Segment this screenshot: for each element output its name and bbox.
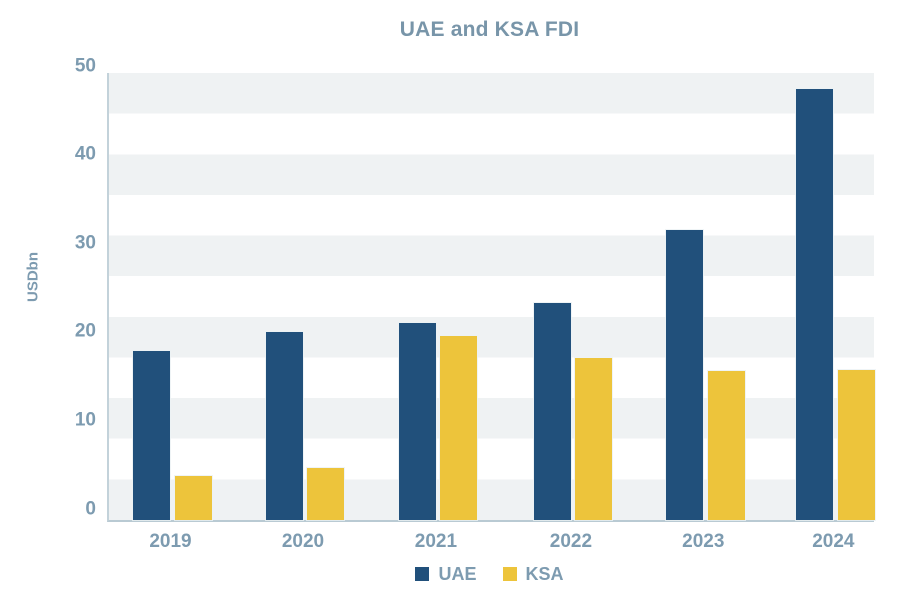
x-label-2023: 2023	[682, 531, 725, 552]
bar-ksa-2024	[837, 370, 875, 520]
bar-uae-2024	[796, 88, 834, 520]
uae-legend-label: UAE	[438, 564, 477, 584]
y-tick-label: 30	[74, 232, 96, 254]
bar-uae-2021	[398, 323, 436, 520]
bar-ksa-2021	[440, 335, 478, 520]
bar-uae-2020	[265, 332, 303, 520]
y-tick-label: 10	[74, 409, 96, 431]
x-label-2022: 2022	[549, 531, 593, 552]
bar-uae-2019	[133, 350, 171, 520]
chart-title: UAE and KSA FDI	[399, 18, 580, 41]
ksa-legend-label: KSA	[525, 564, 564, 584]
x-label-2019: 2019	[149, 531, 192, 552]
ksa-legend-swatch-icon	[502, 567, 517, 581]
y-axis-ticks: 0 10 20 30 40 50	[0, 56, 96, 520]
y-tick-label: 40	[74, 143, 96, 165]
x-axis-labels: 2019 2020 2021 2022 2023 2024	[107, 531, 872, 557]
legend: UAE KSA	[107, 565, 872, 583]
bar-ksa-2022	[575, 357, 613, 520]
x-label-2024: 2024	[812, 531, 855, 552]
legend-item-ksa: KSA	[502, 564, 564, 584]
y-tick-label: 50	[74, 55, 96, 77]
uae-legend-swatch-icon	[415, 567, 430, 581]
x-label-2020: 2020	[281, 531, 325, 552]
y-tick-label: 0	[85, 498, 96, 519]
bar-uae-2022	[533, 303, 571, 520]
legend-item-uae: UAE	[415, 564, 477, 584]
bar-ksa-2023	[707, 371, 745, 520]
bar-ksa-2020	[307, 467, 345, 520]
bar-ksa-2019	[174, 475, 212, 520]
bar-uae-2023	[666, 229, 704, 520]
plot-area	[107, 73, 875, 522]
x-label-2021: 2021	[414, 531, 458, 552]
y-tick-label: 20	[74, 320, 96, 342]
